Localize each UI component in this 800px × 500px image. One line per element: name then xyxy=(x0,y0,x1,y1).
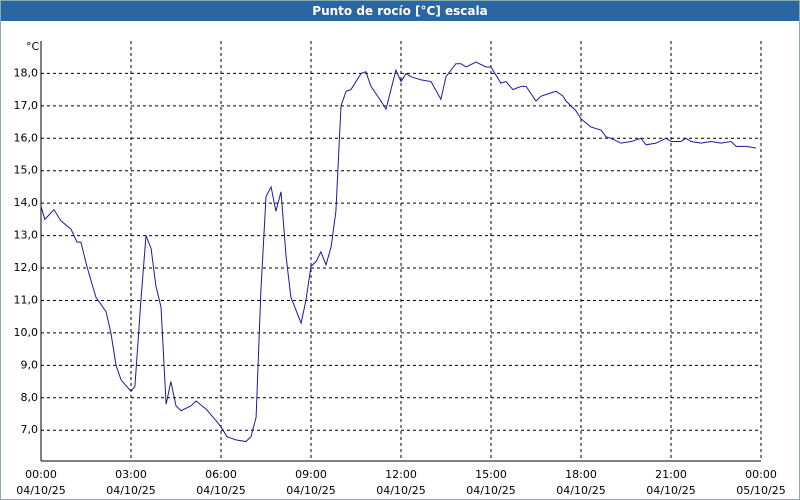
y-tick-label: 9,0 xyxy=(21,358,39,371)
title-bar: Punto de rocío [°C] escala xyxy=(1,1,799,21)
x-tick-label: 00:00 05/10/25 xyxy=(736,468,786,497)
y-tick-label: 12,0 xyxy=(14,261,39,274)
y-tick-label: 15,0 xyxy=(14,164,39,177)
y-tick-label: 11,0 xyxy=(14,293,39,306)
y-tick-label: 14,0 xyxy=(14,196,39,209)
y-tick-label: 10,0 xyxy=(14,326,39,339)
x-tick-label: 09:00 04/10/25 xyxy=(286,468,336,497)
x-tick-label: 18:00 04/10/25 xyxy=(556,468,606,497)
x-tick-label: 00:00 04/10/25 xyxy=(16,468,66,497)
x-tick-label: 03:00 04/10/25 xyxy=(106,468,156,497)
y-unit: °C xyxy=(26,40,40,53)
y-tick-label: 17,0 xyxy=(14,99,39,112)
y-tick-label: 7,0 xyxy=(21,423,39,436)
x-tick-label: 12:00 04/10/25 xyxy=(376,468,426,497)
y-tick-label: 18,0 xyxy=(14,66,39,79)
x-tick-label: 15:00 04/10/25 xyxy=(466,468,516,497)
data-line xyxy=(40,61,756,443)
y-tick-label: 13,0 xyxy=(14,229,39,242)
x-tick-label: 06:00 04/10/25 xyxy=(196,468,246,497)
y-tick-label: 8,0 xyxy=(21,391,39,404)
y-tick-label: 16,0 xyxy=(14,131,39,144)
x-tick-label: 21:00 04/10/25 xyxy=(646,468,696,497)
